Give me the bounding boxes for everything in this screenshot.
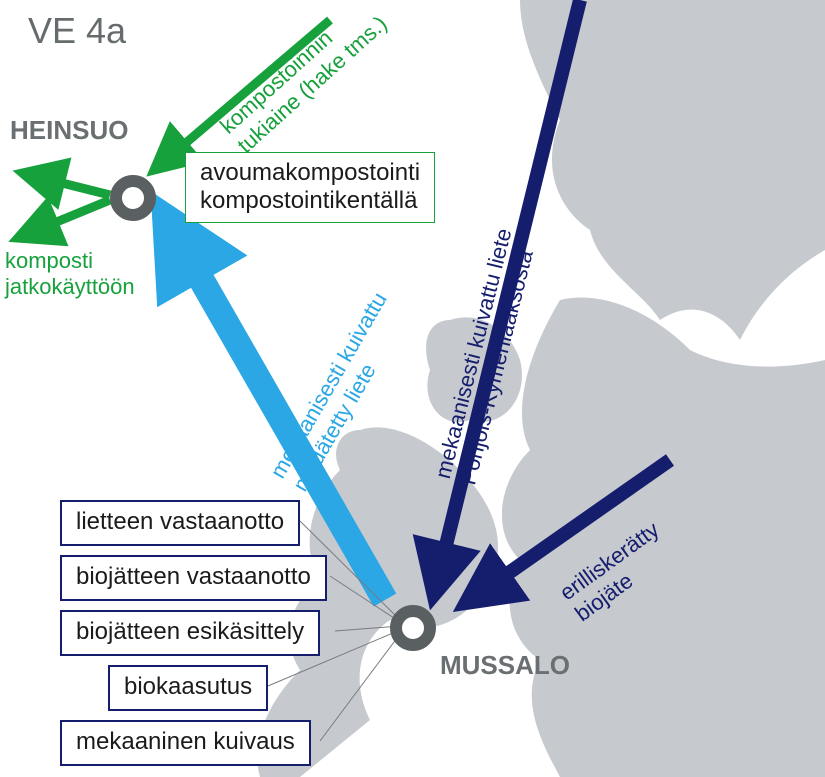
green-out-line2: jatkokäyttöön — [5, 274, 135, 299]
green-out-text: komposti jatkokäyttöön — [5, 248, 135, 300]
mussalo-label: MUSSALO — [440, 650, 570, 681]
heinsuo-box: avoumakompostointi kompostointikentällä — [185, 152, 435, 223]
mussalo-box-2: biojätteen vastaanotto — [60, 555, 327, 601]
mussalo-box-5: mekaaninen kuivaus — [60, 720, 311, 766]
heinsuo-label: HEINSUO — [10, 115, 128, 146]
heinsuo-box-line1: avoumakompostointi — [200, 159, 420, 186]
heinsuo-ring — [110, 175, 156, 221]
mussalo-box-4: biokaasutus — [108, 665, 268, 711]
heinsuo-box-line2: kompostointikentällä — [200, 187, 417, 214]
diagram-title: VE 4a — [28, 10, 126, 52]
mussalo-box-3: biojätteen esikäsittely — [60, 610, 320, 656]
mussalo-ring — [390, 605, 436, 651]
green-out-line1: komposti — [5, 248, 93, 273]
mussalo-box-1: lietteen vastaanotto — [60, 500, 300, 546]
